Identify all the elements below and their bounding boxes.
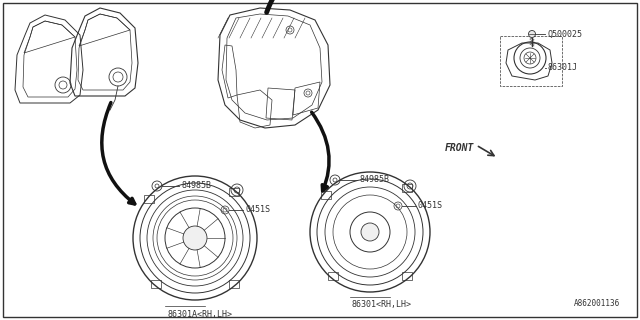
FancyArrowPatch shape: [312, 112, 329, 191]
Text: 86301A<RH,LH>: 86301A<RH,LH>: [167, 310, 232, 319]
Text: 0451S: 0451S: [418, 202, 443, 211]
Circle shape: [183, 226, 207, 250]
Text: 84985B: 84985B: [181, 181, 211, 190]
Text: 0451S: 0451S: [245, 205, 270, 214]
Text: FRONT: FRONT: [445, 143, 474, 153]
Text: 84985B: 84985B: [359, 175, 389, 185]
Text: 86301J: 86301J: [547, 63, 577, 73]
FancyArrowPatch shape: [102, 102, 135, 204]
Text: 86301<RH,LH>: 86301<RH,LH>: [352, 300, 412, 309]
Circle shape: [529, 30, 536, 37]
Text: A862001136: A862001136: [573, 299, 620, 308]
Circle shape: [361, 223, 379, 241]
Bar: [500, 36, 562, 86]
Text: Q500025: Q500025: [547, 29, 582, 38]
